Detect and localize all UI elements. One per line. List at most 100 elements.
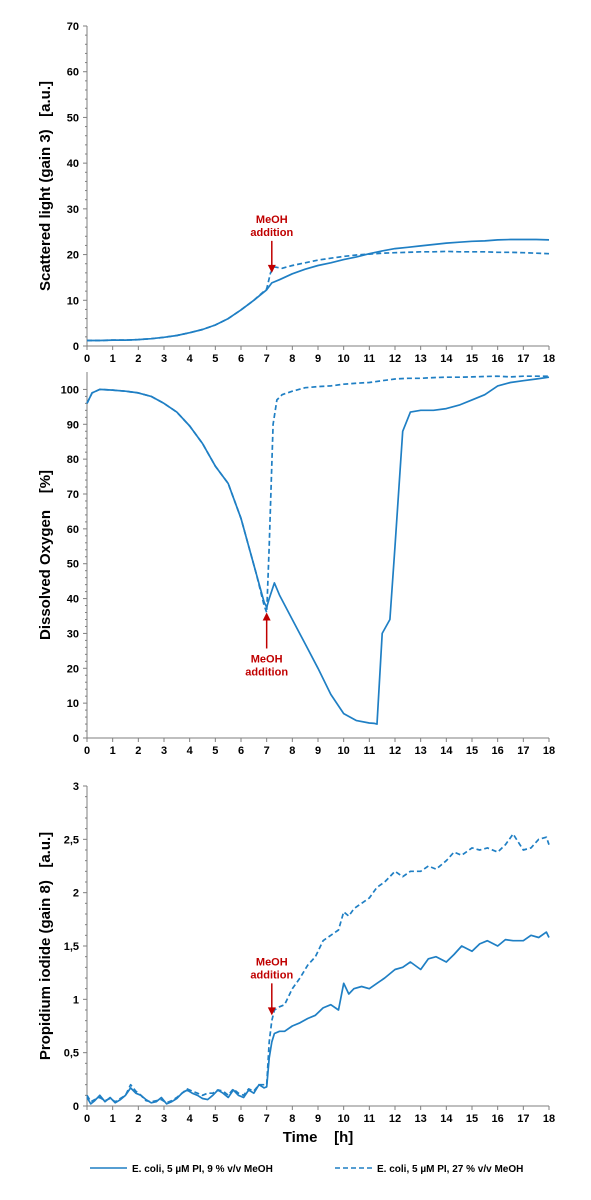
y-tick-label: 10 (67, 295, 79, 307)
x-tick-label: 4 (187, 1113, 194, 1125)
x-tick-label: 10 (338, 1113, 350, 1125)
y-tick-label: 0,5 (64, 1048, 79, 1060)
y-tick-label: 10 (67, 698, 79, 710)
x-tick-label: 1 (110, 353, 116, 365)
y-tick-label: 60 (67, 524, 79, 536)
y-tick-label: 70 (67, 21, 79, 33)
x-tick-label: 17 (517, 1113, 529, 1125)
x-tick-label: 8 (289, 1113, 295, 1125)
x-tick-label: 12 (389, 745, 401, 757)
x-tick-label: 8 (289, 745, 295, 757)
legend-label-27pct: E. coli, 5 µM PI, 27 % v/v MeOH (377, 1164, 523, 1175)
y-tick-label: 0 (73, 733, 79, 745)
x-tick-label: 1 (110, 745, 116, 757)
x-tick-label: 6 (238, 745, 244, 757)
x-tick-label: 9 (315, 745, 321, 757)
y-tick-label: 80 (67, 454, 79, 466)
series-line-solid (87, 238, 550, 342)
x-tick-label: 11 (364, 353, 376, 365)
annotation-text: addition (250, 969, 293, 981)
y-tick-label: 1,5 (64, 941, 79, 953)
scattered-light-chart: 0 1 2 3 4 5 6 7 8 9 10 11 12 13 14 15 16 17 18010203040506… (37, 21, 555, 365)
x-tick-label: 13 (415, 353, 427, 365)
legend: E. coli, 5 µM PI, 9 % v/v MeOH E. coli, … (90, 1164, 523, 1175)
x-tick-label: 1 (110, 1113, 116, 1125)
x-tick-label: 7 (264, 1113, 270, 1125)
x-tick-label: 5 (212, 745, 218, 757)
y-tick-label: 100 (61, 384, 79, 396)
y-axis-title: Scattered light (gain 3) [a.u.] (37, 81, 54, 291)
x-tick-label: 4 (187, 353, 194, 365)
x-tick-label: 15 (466, 353, 478, 365)
annotation-text: MeOH (256, 956, 288, 968)
y-tick-label: 90 (67, 419, 79, 431)
x-tick-label: 15 (466, 745, 478, 757)
x-tick-label: 11 (364, 1113, 376, 1125)
x-tick-label: 10 (338, 745, 350, 757)
x-tick-label: 10 (338, 353, 350, 365)
x-tick-label: 6 (238, 353, 244, 365)
y-tick-label: 50 (67, 112, 79, 124)
annotation-text: MeOH (256, 214, 288, 226)
y-tick-label: 1 (73, 994, 79, 1006)
x-tick-label: 8 (289, 353, 295, 365)
y-tick-label: 2 (73, 888, 79, 900)
series-line-solid (86, 931, 550, 1105)
x-tick-label: 5 (212, 353, 218, 365)
x-tick-label: 16 (492, 745, 504, 757)
x-tick-label: 9 (315, 353, 321, 365)
x-axis-title: Time [h] (283, 1129, 354, 1146)
x-tick-label: 6 (238, 1113, 244, 1125)
x-tick-label: 7 (264, 745, 270, 757)
x-tick-label: 3 (161, 353, 167, 365)
x-tick-label: 11 (364, 745, 376, 757)
x-tick-label: 14 (440, 745, 453, 757)
series-line-solid (86, 376, 550, 725)
y-axis-title: Propidium iodide (gain 8) [a.u.] (37, 832, 54, 1060)
x-tick-label: 16 (492, 1113, 504, 1125)
y-tick-label: 40 (67, 594, 79, 606)
x-tick-label: 2 (135, 353, 141, 365)
x-tick-label: 16 (492, 353, 504, 365)
x-tick-label: 7 (264, 353, 270, 365)
x-tick-label: 0 (84, 745, 90, 757)
x-tick-label: 15 (466, 1113, 478, 1125)
y-tick-label: 3 (73, 781, 79, 793)
annotation-text: addition (245, 667, 288, 679)
x-tick-label: 13 (415, 745, 427, 757)
legend-label-9pct: E. coli, 5 µM PI, 9 % v/v MeOH (132, 1164, 273, 1175)
series-line-dashed (86, 375, 549, 614)
x-tick-label: 13 (415, 1113, 427, 1125)
y-tick-label: 20 (67, 663, 79, 675)
annotation-arrow-head (267, 264, 276, 273)
x-tick-label: 2 (135, 745, 141, 757)
y-tick-label: 50 (67, 559, 79, 571)
y-tick-label: 30 (67, 204, 79, 216)
x-tick-label: 9 (315, 1113, 321, 1125)
propidium-iodide-chart: 0 1 2 3 4 5 6 7 8 9 10 11 12 13 14 15 16 17 1800,511,522,5… (37, 781, 555, 1146)
y-axis-title: Dissolved Oxygen [%] (37, 470, 54, 640)
y-tick-label: 30 (67, 628, 79, 640)
x-tick-label: 4 (187, 745, 194, 757)
x-tick-label: 18 (543, 1113, 555, 1125)
y-tick-label: 20 (67, 250, 79, 262)
x-tick-label: 18 (543, 353, 555, 365)
annotation-text: addition (250, 227, 293, 239)
annotation-arrow-head (262, 612, 271, 621)
x-tick-label: 3 (161, 745, 167, 757)
y-tick-label: 60 (67, 67, 79, 79)
x-tick-label: 18 (543, 745, 555, 757)
x-tick-label: 3 (161, 1113, 167, 1125)
dissolved-oxygen-chart: 0 1 2 3 4 5 6 7 8 9 10 11 12 13 14 15 16 17 18010203040506… (37, 372, 555, 757)
x-tick-label: 12 (389, 353, 401, 365)
x-tick-label: 2 (135, 1113, 141, 1125)
annotation-arrow-head (267, 1007, 276, 1016)
y-tick-label: 40 (67, 158, 79, 170)
y-tick-label: 70 (67, 489, 79, 501)
series-line-dashed (86, 833, 550, 1104)
series-line-dashed (87, 250, 550, 342)
x-tick-label: 17 (517, 353, 529, 365)
